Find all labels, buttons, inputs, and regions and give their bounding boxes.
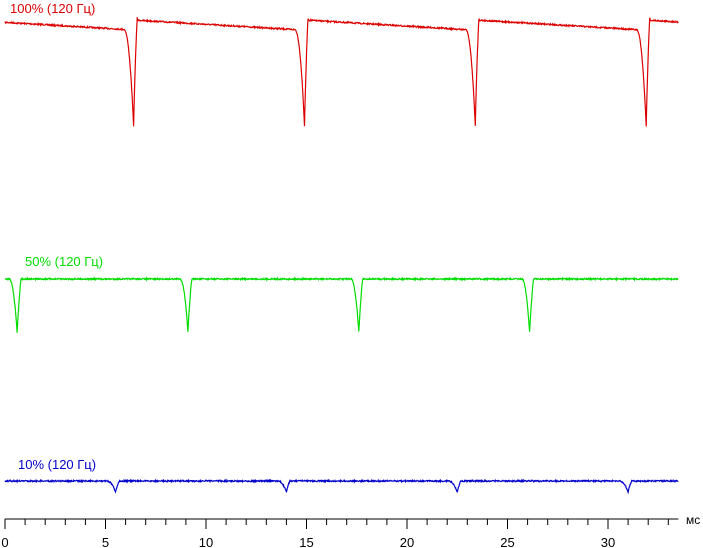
x-axis-unit-label: мс [686, 513, 700, 527]
x-tick-label: 10 [199, 535, 213, 548]
series-trace-2 [4, 276, 679, 333]
series-label-2: 50% (120 Гц) [25, 254, 103, 269]
x-tick-label: 15 [299, 535, 313, 548]
series-trace-1 [4, 17, 679, 127]
x-tick-label: 25 [500, 535, 514, 548]
series-label-3: 10% (120 Гц) [18, 457, 96, 472]
traces [4, 17, 679, 495]
series-label-1: 100% (120 Гц) [10, 1, 95, 16]
x-tick-label: 5 [102, 535, 109, 548]
x-tick-label: 0 [1, 535, 8, 548]
x-axis: 0 5 10 15 20 25 30 мс [1, 513, 700, 548]
series-trace-3 [4, 478, 679, 495]
x-tick-label: 20 [400, 535, 414, 548]
x-tick-label: 30 [601, 535, 615, 548]
series-labels: 100% (120 Гц) 50% (120 Гц) 10% (120 Гц) [10, 1, 103, 472]
